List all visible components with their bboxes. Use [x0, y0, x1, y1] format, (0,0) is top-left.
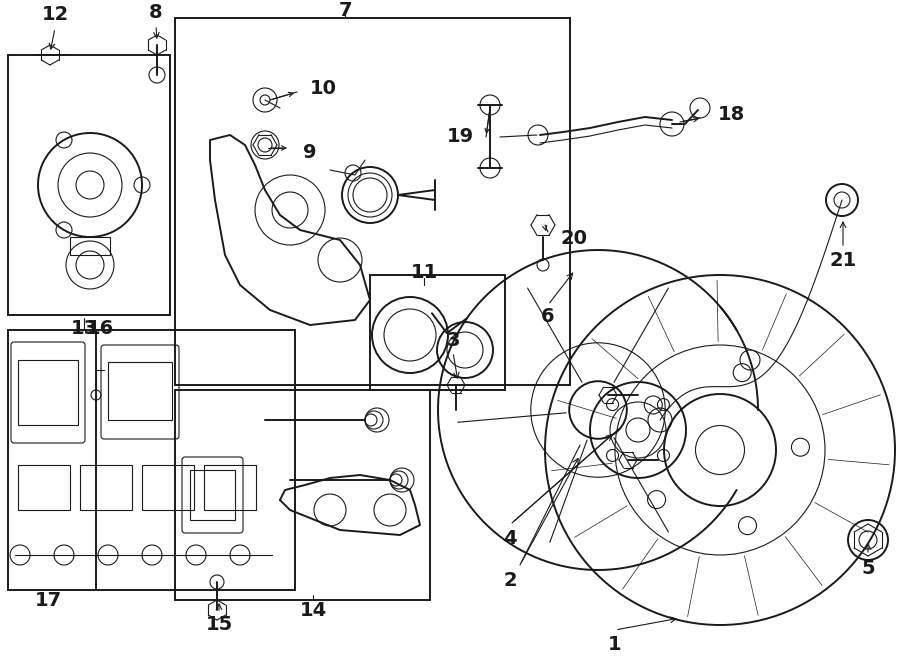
Text: 12: 12: [41, 5, 68, 23]
Bar: [370, 275, 505, 390]
Text: 17: 17: [34, 591, 61, 610]
Bar: [175, 390, 430, 600]
Bar: [8, 55, 170, 315]
Bar: [18, 360, 78, 425]
Bar: [18, 465, 70, 510]
Text: 21: 21: [830, 250, 857, 269]
Bar: [80, 465, 132, 510]
Text: 16: 16: [86, 318, 113, 338]
Text: 15: 15: [205, 616, 232, 634]
Text: 1: 1: [608, 636, 622, 655]
Text: 10: 10: [310, 79, 337, 99]
Text: 9: 9: [303, 142, 317, 162]
Text: 13: 13: [70, 318, 97, 338]
Text: 19: 19: [447, 128, 474, 146]
Text: 7: 7: [338, 1, 352, 19]
Bar: [175, 18, 570, 385]
Text: 4: 4: [503, 528, 517, 547]
Bar: [8, 330, 295, 590]
Text: 5: 5: [861, 559, 875, 577]
Bar: [142, 465, 194, 510]
Text: 14: 14: [300, 600, 327, 620]
Bar: [190, 470, 235, 520]
Text: 18: 18: [718, 105, 745, 124]
Bar: [108, 362, 172, 420]
Text: 8: 8: [149, 3, 163, 21]
Bar: [204, 465, 256, 510]
Text: 6: 6: [541, 308, 554, 326]
Text: 11: 11: [410, 263, 437, 281]
Text: 3: 3: [446, 330, 460, 350]
Text: 2: 2: [503, 571, 517, 589]
Text: 20: 20: [560, 228, 587, 248]
